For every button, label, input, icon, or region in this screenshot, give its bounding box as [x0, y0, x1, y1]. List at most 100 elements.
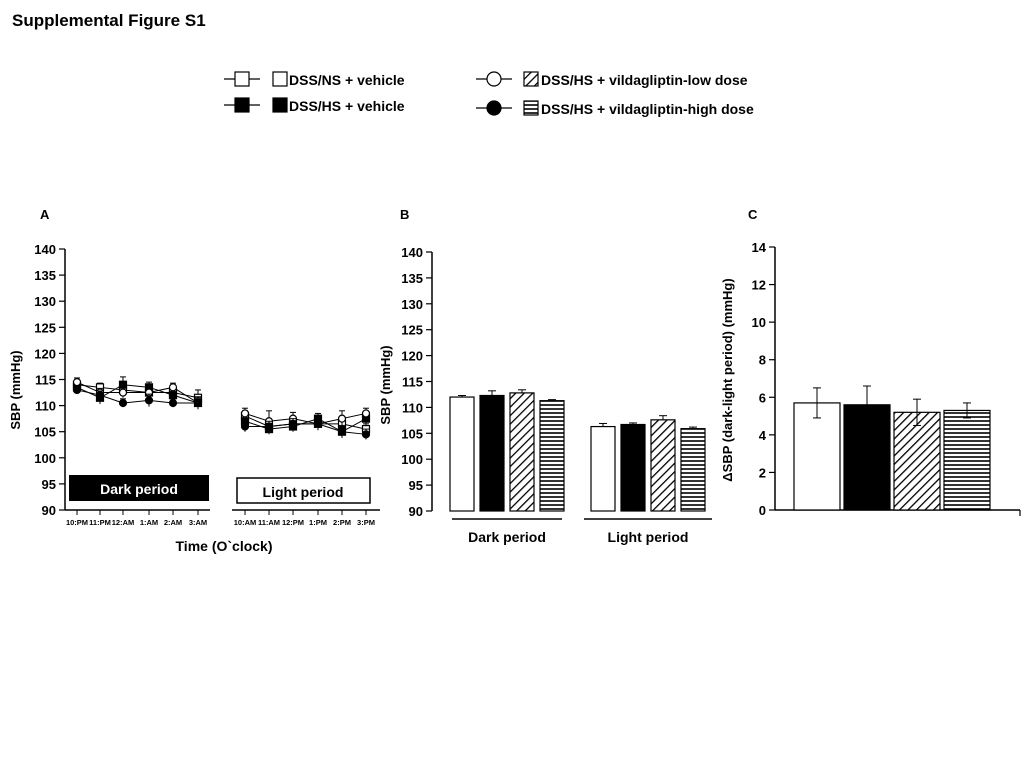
panel-b-category-label: Dark period [468, 529, 546, 545]
panel-a-y-tick-label: 95 [42, 477, 56, 492]
legend-label: DSS/HS + vildagliptin-high dose [541, 101, 754, 117]
panel-c-bar [793, 402, 841, 511]
panel-b-bar [509, 392, 535, 512]
panel-a-y-tick-label: 105 [34, 425, 56, 440]
panel-c-y-tick-label: 0 [759, 503, 766, 518]
light-period-box [236, 477, 371, 504]
panel-b-y-axis-title: SBP (mmHg) [378, 345, 393, 424]
panel-a-data-point [193, 398, 203, 408]
panel-b-bar [620, 423, 646, 512]
panel-c-y-tick-label: 6 [759, 390, 766, 405]
panel-a-series-line [76, 381, 199, 404]
legend-bar-swatch [272, 97, 288, 113]
panel-a-data-point [337, 427, 347, 436]
panel-c-label: C [748, 207, 758, 222]
panel-a-y-tick-label: 100 [34, 451, 56, 466]
panel-b-y-tick-label: 125 [401, 323, 423, 338]
panel-a-x-tick-label: 3:PM [357, 518, 375, 527]
panel-a-data-point [168, 391, 178, 400]
light-period-label: Light period [263, 484, 344, 500]
panel-b-y-tick-label: 130 [401, 297, 423, 312]
panel-b-y-tick-label: 120 [401, 349, 423, 364]
panel-a-data-point [168, 398, 178, 408]
panel-a-data-point [144, 396, 154, 405]
legend-bar-swatch [523, 100, 539, 116]
panel-a-data-point [337, 414, 347, 423]
panel-a-x-tick-label: 10:AM [234, 518, 257, 527]
legend-label: DSS/HS + vildagliptin-low dose [541, 72, 748, 88]
panel-a-y-tick-label: 125 [34, 320, 56, 335]
panel-c-y-tick-label: 14 [752, 240, 767, 255]
panel-a-y-tick-label: 110 [35, 399, 56, 414]
panel-b-bar [590, 425, 616, 512]
panel-a-data-point [240, 409, 250, 418]
panel-a-y-tick-label: 140 [34, 242, 56, 257]
panel-a-data-point [72, 385, 82, 395]
panel-b-y-tick-label: 90 [409, 504, 423, 519]
panel-b-bar [539, 400, 565, 512]
legend-label: DSS/HS + vehicle [289, 98, 405, 114]
legend-open-circle-marker [486, 71, 502, 87]
panel-a-x-tick-label: 11:AM [258, 518, 280, 527]
legend-label: DSS/NS + vehicle [289, 72, 405, 88]
panel-b-y-tick-label: 100 [401, 452, 423, 467]
panel-a-x-tick-label: 2:AM [164, 518, 182, 527]
panel-a-y-axis-title: SBP (mmHg) [8, 350, 23, 429]
panel-a-data-point [313, 419, 323, 428]
panel-a-x-tick-label: 12:PM [282, 518, 304, 527]
panel-b-bar [479, 394, 505, 512]
legend: DSS/NS + vehicle DSS/HS + vehicle DSS/HS +… [224, 71, 754, 117]
panel-a-data-point [95, 391, 105, 400]
legend-filled-circle-marker [486, 100, 502, 116]
panel-a-y-tick-label: 90 [42, 503, 56, 518]
panel-b-category-label: Light period [608, 529, 689, 545]
panel-c: C 0 2 4 6 8 10 12 14 ΔSBP (dark-light period) (… [720, 207, 1021, 518]
panel-c-bar [893, 411, 941, 511]
panel-c-y-tick-label: 2 [759, 465, 766, 480]
panel-b: B 90 95 100 105 110 115 120 125 130 135 140 Dark pe… [378, 207, 712, 545]
panel-a-x-tick-label: 2:PM [333, 518, 351, 527]
panel-a-data-point [72, 378, 82, 387]
legend-bar-swatch [272, 71, 288, 87]
panel-a-data-point [361, 430, 371, 439]
panel-a-x-tick-label: 3:AM [189, 518, 207, 527]
panel-b-y-tick-label: 135 [401, 271, 423, 286]
legend-open-square-marker [234, 71, 250, 87]
dark-period-label: Dark period [100, 481, 178, 497]
panel-a-x-tick-label: 11:PM [89, 518, 111, 527]
panel-a-y-tick-label: 130 [34, 294, 56, 309]
panel-a-data-point [168, 383, 178, 392]
panel-b-y-tick-label: 140 [401, 245, 423, 260]
panel-c-y-tick-label: 8 [759, 353, 766, 368]
panel-b-label: B [400, 207, 409, 222]
panel-a-y-tick-label: 115 [35, 373, 56, 388]
panel-b-bar [680, 428, 706, 512]
panel-a-data-point [361, 409, 371, 418]
panel-b-bar [449, 396, 475, 512]
panel-a-data-point [118, 388, 128, 397]
panel-c-y-tick-label: 4 [759, 428, 767, 443]
panel-a-y-tick-label: 120 [34, 346, 56, 361]
panel-a-data-point [118, 398, 128, 408]
panel-b-y-tick-label: 95 [409, 478, 423, 493]
panel-c-bar [943, 409, 991, 511]
panel-a-x-tick-label: 10:PM [66, 518, 88, 527]
panel-a-y-tick-label: 135 [34, 268, 56, 283]
panel-b-y-tick-label: 105 [401, 426, 423, 441]
figure-title: Supplemental Figure S1 [12, 11, 206, 30]
dark-period-box [69, 475, 209, 501]
panel-a-x-tick-label: 1:PM [309, 518, 327, 527]
legend-bar-swatch [523, 71, 539, 87]
panel-c-y-axis-title: ΔSBP (dark-light period) (mmHg) [720, 278, 735, 481]
panel-a-x-axis-title: Time (O`clock) [176, 538, 273, 554]
panel-b-y-tick-label: 110 [402, 400, 423, 415]
panel-b-bar [650, 419, 676, 512]
panel-b-y-tick-label: 115 [402, 375, 423, 390]
panel-a-x-tick-label: 1:AM [140, 518, 158, 527]
panel-a-x-tick-label: 12:AM [112, 518, 135, 527]
legend-filled-square-marker [234, 97, 250, 113]
panel-a-data-point [264, 422, 274, 431]
panel-a-label: A [40, 207, 50, 222]
